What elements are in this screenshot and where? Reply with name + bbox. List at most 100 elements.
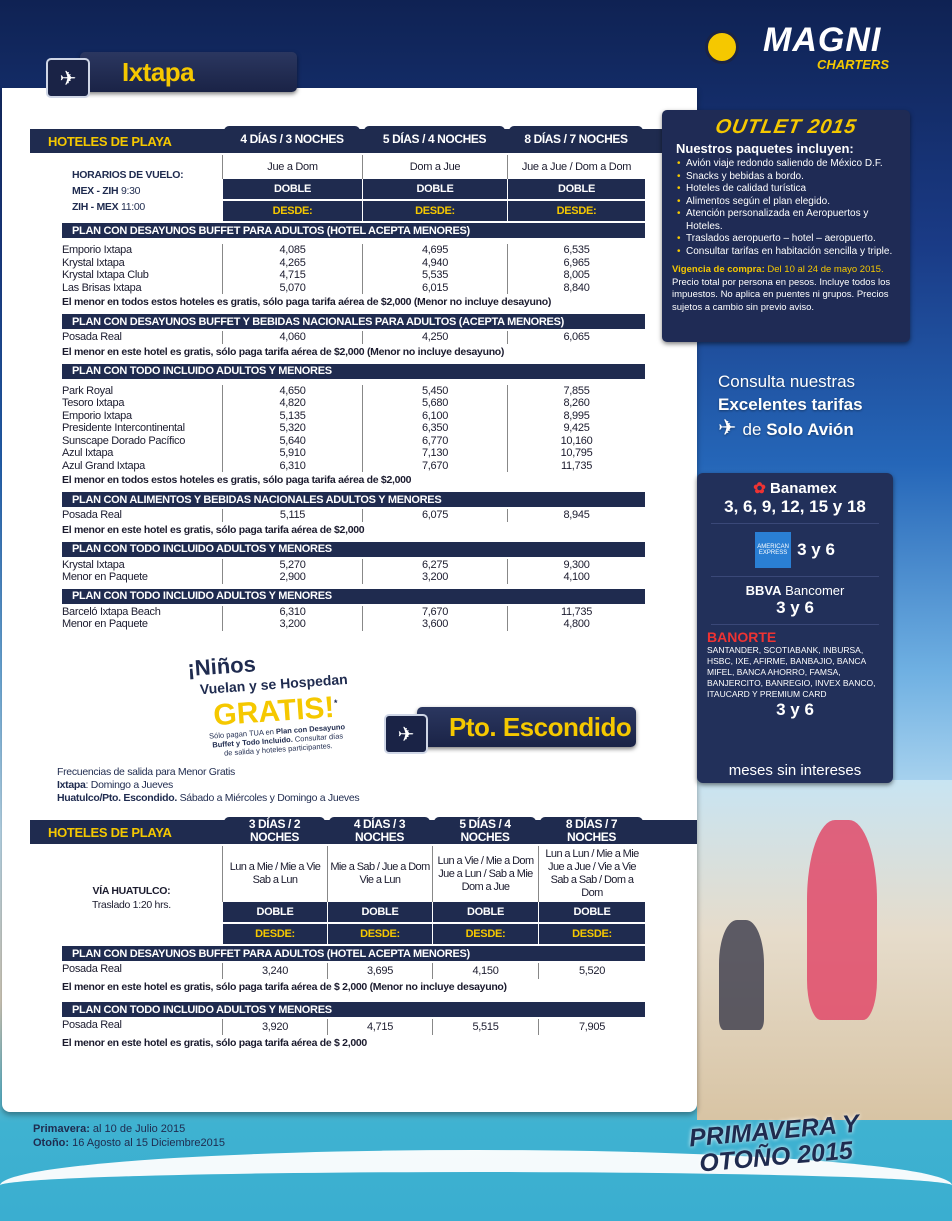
from-price-label: DESDE: [508, 201, 645, 221]
hotel-row: Park Royal 4,650 5,450 7,855 [62, 384, 645, 397]
hotel-name: Emporio Ixtapa [62, 244, 132, 256]
plans: PLAN CON DESAYUNOS BUFFET PARA ADULTOS (… [62, 223, 645, 636]
duration-tab: 8 DÍAS / 7 NOCHES [509, 126, 643, 153]
plan-section: PLAN CON TODO INCLUIDO ADULTOS Y MENORES… [62, 1002, 645, 1050]
price: 7,855 [507, 384, 645, 397]
flight-time: 9:30 [120, 185, 141, 197]
duration-tab: 4 DÍAS / 3 NOCHES [224, 126, 360, 153]
hotel-row: Azul Ixtapa 5,910 7,130 10,795 [62, 447, 645, 460]
from-price-label: DESDE: [223, 201, 362, 221]
price: 5,135 [222, 409, 362, 422]
price: 4,250 [362, 331, 507, 344]
from-price-label: DESDE: [539, 924, 645, 944]
validity-value: Del 10 al 24 de mayo 2015. [764, 264, 884, 275]
price: 4,650 [222, 384, 362, 397]
outlet-box: OUTLET 2015 Nuestros paquetes incluyen: … [662, 110, 910, 342]
hotel-name: Barceló Ixtapa Beach [62, 605, 161, 618]
price: 7,670 [362, 459, 507, 472]
include-item: Atención personalizada en Aeropuertos y … [677, 208, 900, 233]
departure-days: Lun a Lun / Mie a Mie Jue a Jue / Vie a … [538, 846, 645, 902]
plan-section: PLAN CON ALIMENTOS Y BEBIDAS NACIONALES … [62, 492, 645, 537]
price: 6,310 [222, 459, 362, 472]
plan-note: El menor en este hotel es gratis, sólo p… [62, 1037, 367, 1049]
flight-only-promo[interactable]: Consulta nuestras Excelentes tarifas ✈ d… [718, 370, 863, 441]
hotel-row: Azul Grand Ixtapa 6,310 7,670 11,735 [62, 459, 645, 472]
room-type: DOBLE [508, 179, 645, 199]
hotel-rows: Emporio Ixtapa 4,085 4,695 6,535 Krystal Ixt… [62, 238, 645, 294]
promo-asterisk: * [333, 697, 338, 708]
hotel-row: Barceló Ixtapa Beach 6,310 7,670 11,735 [62, 605, 645, 618]
flight-route: ZIH - MEX [72, 201, 119, 213]
hotel-row: Emporio Ixtapa 5,135 6,100 8,995 [62, 409, 645, 422]
hotel-name: Sunscape Dorado Pacífico [62, 434, 186, 447]
price: 4,715 [222, 269, 362, 282]
from-price-label: DESDE: [363, 201, 507, 221]
hotel-name: Park Royal [62, 384, 113, 397]
room-type: DOBLE [433, 902, 538, 922]
hotel-row: Tesoro Ixtapa 4,820 5,680 8,260 [62, 397, 645, 410]
kids-free-frequencies: Frecuencias de salida para Menor Gratis … [57, 766, 360, 805]
price: 10,795 [507, 447, 645, 460]
hotel-name: Tesoro Ixtapa [62, 397, 125, 409]
hotel-name: Azul Ixtapa [62, 447, 114, 459]
escondido-table-header: HOTELES DE PLAYA 3 DÍAS / 2 NOCHES 4 DÍAS… [30, 817, 697, 844]
logo-emblem-icon [705, 30, 739, 64]
price: 4,085 [222, 244, 362, 257]
destination-title-text: Ixtapa [122, 56, 195, 87]
price: 8,260 [507, 397, 645, 410]
flight-only-line: Excelentes tarifas [718, 395, 863, 414]
price: 3,200 [362, 571, 507, 584]
installment-terms: 3 y 6 [776, 700, 814, 719]
hotel-rows: Posada Real 3,240 3,695 4,150 5,520 [62, 961, 645, 979]
price: 6,100 [362, 409, 507, 422]
price: 6,065 [507, 331, 645, 344]
price: 2,900 [222, 571, 362, 584]
room-type: DOBLE [223, 902, 327, 922]
includes-list: Avión viaje redondo saliendo de México D… [672, 158, 900, 258]
price: 8,005 [507, 269, 645, 282]
price: 4,715 [327, 1019, 432, 1035]
hotel-row: Posada Real 3,920 4,715 5,515 7,905 [62, 1019, 645, 1035]
plan-title: PLAN CON TODO INCLUIDO ADULTOS Y MENORES [62, 588, 645, 604]
price: 8,840 [507, 281, 645, 294]
include-item: Hoteles de calidad turística [677, 183, 900, 196]
frequency-value: : Domingo a Jueves [85, 779, 174, 791]
hotel-row: Krystal Ixtapa Club 4,715 5,535 8,005 [62, 269, 645, 282]
bank-name: Bancomer [781, 583, 845, 598]
season-dates: Primavera: al 10 de Julio 2015 Otoño: 16… [33, 1122, 225, 1150]
flight-time: 11:00 [120, 201, 145, 213]
hotel-row: Menor en Paquete 2,900 3,200 4,100 [62, 571, 645, 584]
plan-section: PLAN CON DESAYUNOS BUFFET PARA ADULTOS (… [62, 223, 645, 309]
price: 5,450 [362, 384, 507, 397]
hotel-name: Presidente Intercontinental [62, 422, 185, 434]
duration-tab: 4 DÍAS / 3 NOCHES [329, 817, 430, 844]
installment-terms: 3 y 6 [776, 598, 814, 617]
plan-note: El menor en todos estos hoteles es grati… [62, 296, 552, 308]
disclaimer: Precio total por persona en pesos. Inclu… [672, 276, 891, 313]
departure-days: Jue a Dom [222, 155, 362, 179]
plan-title: PLAN CON ALIMENTOS Y BEBIDAS NACIONALES … [62, 492, 645, 507]
interest-free-label: meses sin intereses [728, 762, 862, 779]
include-item: Snacks y bebidas a bordo. [677, 171, 900, 184]
banamex-logo-icon: ✿ [753, 480, 766, 497]
plan-section: PLAN CON DESAYUNOS BUFFET PARA ADULTOS (… [62, 946, 645, 994]
from-price-label: DESDE: [223, 924, 327, 944]
ixtapa-table-header: HOTELES DE PLAYA 4 DÍAS / 3 NOCHES 5 DÍAS… [30, 126, 697, 153]
price: 5,270 [222, 558, 362, 571]
hotel-name: Menor en Paquete [62, 571, 148, 583]
season-value: 16 Agosto al 15 Diciembre2015 [69, 1137, 225, 1149]
from-price-label: DESDE: [328, 924, 432, 944]
plan-note: El menor en este hotel es gratis, sólo p… [62, 981, 507, 993]
flight-only-line: de [742, 420, 767, 439]
from-price-label: DESDE: [433, 924, 538, 944]
price: 5,115 [222, 509, 362, 522]
hotel-rows: Park Royal 4,650 5,450 7,855 Tesoro Ixtapa 4,… [62, 379, 645, 472]
plan-section: PLAN CON TODO INCLUIDO ADULTOS Y MENORES… [62, 588, 645, 631]
header-label: HOTELES DE PLAYA [48, 133, 172, 149]
hotel-row: Sunscape Dorado Pacífico 5,640 6,770 10,160 [62, 434, 645, 447]
hotel-name: Emporio Ixtapa [62, 409, 132, 422]
price: 5,515 [432, 1019, 538, 1035]
plan-section: PLAN CON DESAYUNOS BUFFET Y BEBIDAS NACI… [62, 314, 645, 359]
destination-title-escondido: Pto. Escondido [417, 707, 636, 747]
price: 8,945 [507, 509, 645, 522]
